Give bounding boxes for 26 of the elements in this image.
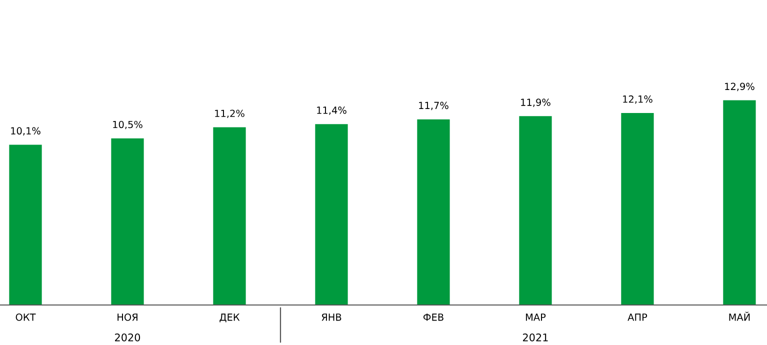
- data-label: 12,1%: [623, 95, 652, 104]
- bar: [723, 100, 756, 305]
- bar: [111, 138, 144, 305]
- x-tick-label: ЯНВ: [322, 314, 342, 321]
- data-label: 11,4%: [317, 106, 346, 115]
- data-label: 11,9%: [521, 98, 550, 107]
- x-tick-label: АПР: [628, 314, 648, 321]
- bar: [417, 119, 450, 305]
- data-label: 10,1%: [11, 127, 40, 136]
- bar: [213, 127, 246, 305]
- data-label: 11,7%: [419, 102, 448, 110]
- bar: [9, 144, 42, 305]
- bar: [621, 112, 654, 305]
- data-label: 10,5%: [113, 120, 142, 130]
- data-label: 11,2%: [215, 110, 244, 118]
- x-tick-label: МАР: [526, 314, 546, 321]
- bar: [315, 124, 348, 305]
- x-tick-label: МАЙ: [729, 312, 750, 321]
- x-tick-label: ОКТ: [16, 314, 36, 321]
- text: 2020: [115, 333, 140, 342]
- data-label: 12,9%: [725, 82, 754, 92]
- x-tick-label: ДЕК: [220, 314, 240, 322]
- x-tick-label: НОЯ: [118, 314, 138, 321]
- bar: [519, 116, 552, 305]
- x-tick-label: ФЕВ: [423, 314, 444, 321]
- text: 2021: [522, 333, 548, 342]
